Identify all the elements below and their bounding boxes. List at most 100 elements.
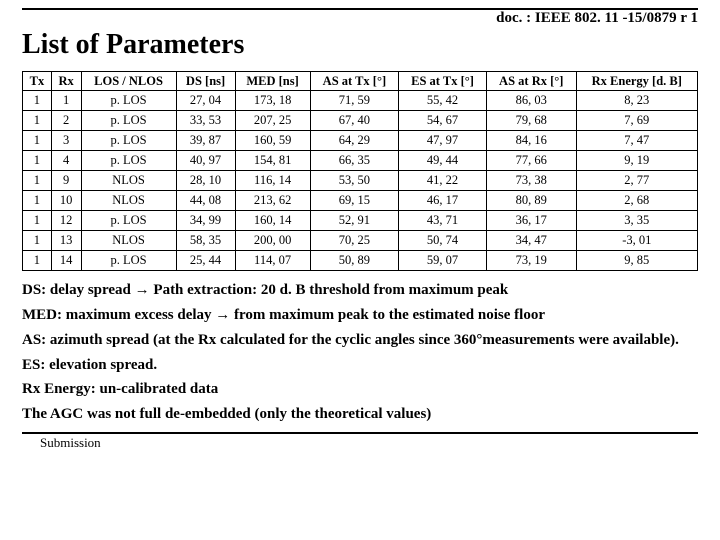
table-cell: 77, 66 xyxy=(486,151,576,171)
table-cell: 10 xyxy=(51,191,81,211)
table-cell: -3, 01 xyxy=(576,231,697,251)
table-cell: 14 xyxy=(51,251,81,271)
table-cell: 207, 25 xyxy=(235,111,310,131)
table-cell: 79, 68 xyxy=(486,111,576,131)
note-med: MED: maximum excess delay → from maximum… xyxy=(22,306,698,325)
col-rxe: Rx Energy [d. B] xyxy=(576,72,697,91)
table-header-row: Tx Rx LOS / NLOS DS [ns] MED [ns] AS at … xyxy=(23,72,698,91)
table-row: 14p. LOS40, 97154, 8166, 3549, 4477, 669… xyxy=(23,151,698,171)
notes-block: DS: delay spread → Path extraction: 20 d… xyxy=(22,281,698,424)
table-cell: 9 xyxy=(51,171,81,191)
table-cell: 2, 68 xyxy=(576,191,697,211)
table-row: 113NLOS58, 35200, 0070, 2550, 7434, 47-3… xyxy=(23,231,698,251)
table-cell: 43, 71 xyxy=(399,211,487,231)
table-row: 12p. LOS33, 53207, 2567, 4054, 6779, 687… xyxy=(23,111,698,131)
table-cell: p. LOS xyxy=(81,111,176,131)
table-cell: 86, 03 xyxy=(486,91,576,111)
table-cell: 1 xyxy=(23,111,52,131)
table-cell: 58, 35 xyxy=(176,231,235,251)
table-cell: 33, 53 xyxy=(176,111,235,131)
table-row: 11p. LOS27, 04173, 1871, 5955, 4286, 038… xyxy=(23,91,698,111)
table-cell: 67, 40 xyxy=(310,111,399,131)
table-cell: 54, 67 xyxy=(399,111,487,131)
table-cell: 50, 89 xyxy=(310,251,399,271)
col-astx: AS at Tx [°] xyxy=(310,72,399,91)
table-cell: 39, 87 xyxy=(176,131,235,151)
table-cell: 3 xyxy=(51,131,81,151)
table-cell: 36, 17 xyxy=(486,211,576,231)
table-cell: 1 xyxy=(51,91,81,111)
table-cell: 41, 22 xyxy=(399,171,487,191)
col-los: LOS / NLOS xyxy=(81,72,176,91)
table-cell: p. LOS xyxy=(81,251,176,271)
table-cell: 47, 97 xyxy=(399,131,487,151)
table-cell: 7, 69 xyxy=(576,111,697,131)
page-title: List of Parameters xyxy=(22,29,698,61)
table-cell: 25, 44 xyxy=(176,251,235,271)
table-cell: 3, 35 xyxy=(576,211,697,231)
note-es: ES: elevation spread. xyxy=(22,356,698,375)
col-med: MED [ns] xyxy=(235,72,310,91)
col-tx: Tx xyxy=(23,72,52,91)
table-cell: 27, 04 xyxy=(176,91,235,111)
col-estx: ES at Tx [°] xyxy=(399,72,487,91)
table-cell: 34, 99 xyxy=(176,211,235,231)
doc-id: doc. : IEEE 802. 11 -15/0879 r 1 xyxy=(22,10,698,27)
note-as: AS: azimuth spread (at the Rx calculated… xyxy=(22,331,698,350)
table-cell: 73, 19 xyxy=(486,251,576,271)
table-cell: 8, 23 xyxy=(576,91,697,111)
table-cell: 116, 14 xyxy=(235,171,310,191)
table-cell: 40, 97 xyxy=(176,151,235,171)
table-cell: NLOS xyxy=(81,171,176,191)
table-cell: p. LOS xyxy=(81,151,176,171)
table-cell: 1 xyxy=(23,251,52,271)
table-cell: 1 xyxy=(23,231,52,251)
table-cell: 7, 47 xyxy=(576,131,697,151)
table-cell: 71, 59 xyxy=(310,91,399,111)
table-cell: 84, 16 xyxy=(486,131,576,151)
table-cell: 200, 00 xyxy=(235,231,310,251)
table-cell: 1 xyxy=(23,131,52,151)
table-cell: p. LOS xyxy=(81,131,176,151)
table-cell: 50, 74 xyxy=(399,231,487,251)
table-cell: p. LOS xyxy=(81,211,176,231)
table-cell: 52, 91 xyxy=(310,211,399,231)
table-cell: 55, 42 xyxy=(399,91,487,111)
table-cell: 59, 07 xyxy=(399,251,487,271)
table-cell: 9, 19 xyxy=(576,151,697,171)
col-rx: Rx xyxy=(51,72,81,91)
col-ds: DS [ns] xyxy=(176,72,235,91)
table-cell: 213, 62 xyxy=(235,191,310,211)
table-cell: 4 xyxy=(51,151,81,171)
table-cell: 69, 15 xyxy=(310,191,399,211)
table-cell: 70, 25 xyxy=(310,231,399,251)
table-body: 11p. LOS27, 04173, 1871, 5955, 4286, 038… xyxy=(23,91,698,271)
table-cell: 154, 81 xyxy=(235,151,310,171)
table-cell: 49, 44 xyxy=(399,151,487,171)
table-cell: 12 xyxy=(51,211,81,231)
note-ds: DS: delay spread → Path extraction: 20 d… xyxy=(22,281,698,300)
bottom-rule xyxy=(22,432,698,434)
table-row: 110NLOS44, 08213, 6269, 1546, 1780, 892,… xyxy=(23,191,698,211)
parameters-table: Tx Rx LOS / NLOS DS [ns] MED [ns] AS at … xyxy=(22,71,698,271)
table-row: 19NLOS28, 10116, 1453, 5041, 2273, 382, … xyxy=(23,171,698,191)
table-cell: 44, 08 xyxy=(176,191,235,211)
table-cell: 34, 47 xyxy=(486,231,576,251)
table-cell: 73, 38 xyxy=(486,171,576,191)
table-cell: 160, 59 xyxy=(235,131,310,151)
table-cell: 1 xyxy=(23,151,52,171)
table-cell: 1 xyxy=(23,171,52,191)
table-cell: NLOS xyxy=(81,231,176,251)
submission-label: Submission xyxy=(22,435,698,451)
table-cell: 2, 77 xyxy=(576,171,697,191)
table-cell: 1 xyxy=(23,211,52,231)
footer: Submission xyxy=(22,432,698,451)
table-row: 13p. LOS39, 87160, 5964, 2947, 9784, 167… xyxy=(23,131,698,151)
table-cell: 64, 29 xyxy=(310,131,399,151)
table-cell: 53, 50 xyxy=(310,171,399,191)
table-cell: 173, 18 xyxy=(235,91,310,111)
table-row: 114p. LOS25, 44114, 0750, 8959, 0773, 19… xyxy=(23,251,698,271)
table-cell: 9, 85 xyxy=(576,251,697,271)
table-cell: 114, 07 xyxy=(235,251,310,271)
table-cell: 80, 89 xyxy=(486,191,576,211)
